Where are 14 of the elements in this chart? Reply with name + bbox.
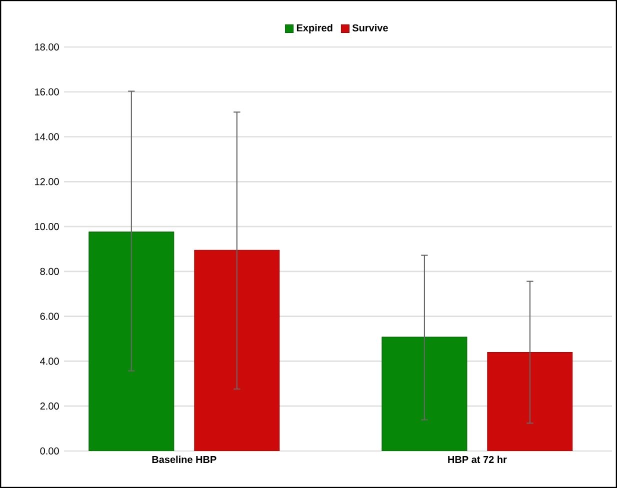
- y-tick-label: 2.00: [40, 402, 59, 410]
- x-tick-label: Baseline HBP: [152, 456, 216, 464]
- y-tick-label: 0.00: [40, 447, 59, 455]
- y-tick-label: 18.00: [35, 43, 59, 51]
- y-tick-label: 10.00: [35, 223, 59, 230]
- legend-label: Survive: [352, 24, 388, 32]
- y-tick-label: 6.00: [40, 312, 59, 320]
- y-tick-label: 14.00: [35, 133, 59, 140]
- x-tick-label: HBP at 72 hr: [448, 456, 507, 464]
- legend-label: Expired: [296, 24, 332, 34]
- y-tick-label: 8.00: [40, 268, 59, 275]
- y-tick-label: 16.00: [35, 88, 59, 96]
- y-tick-label: 12.00: [35, 178, 59, 186]
- y-tick-label: 4.00: [40, 358, 59, 365]
